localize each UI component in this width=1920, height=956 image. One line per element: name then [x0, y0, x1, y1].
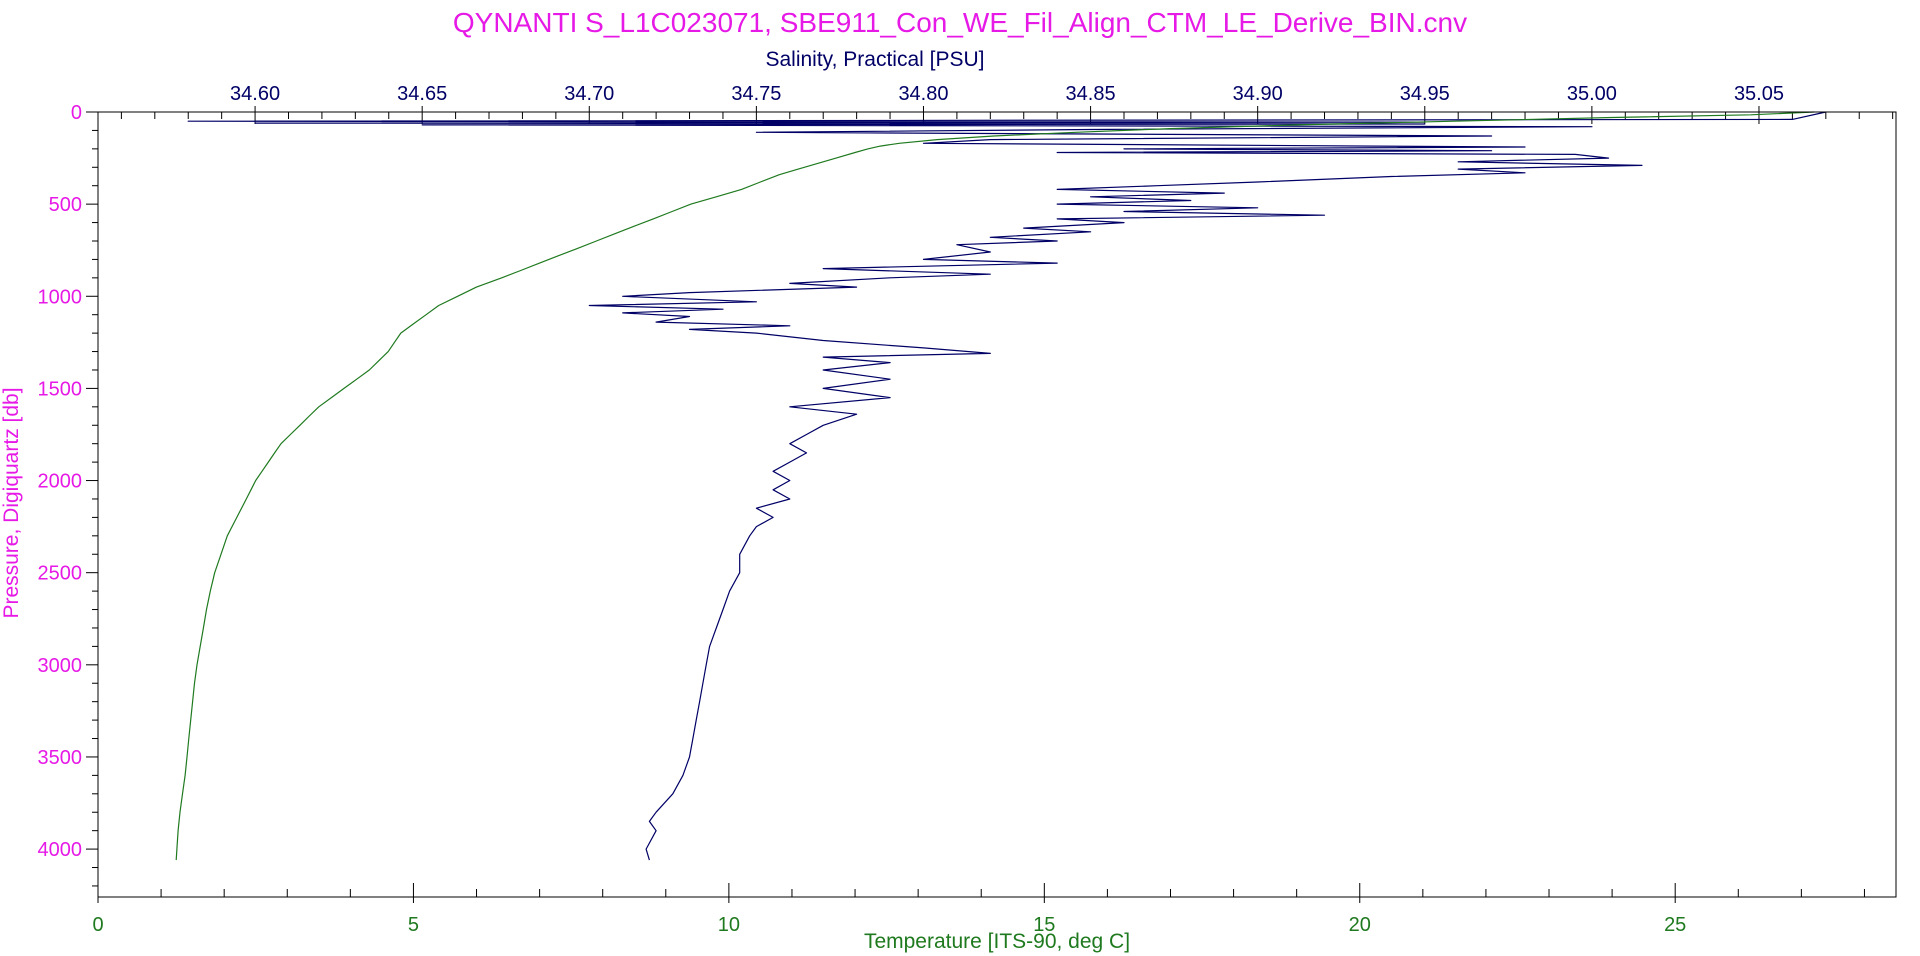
temperature-tick-label: 15: [1033, 914, 1055, 936]
pressure-tick-label: 3500: [38, 747, 83, 769]
axis-ticks: 0 500 1000 1500 2000 2500 3000 3500 4000 34.60 34.…: [38, 83, 1894, 936]
temperature-axis-title: Temperature [ITS-90, deg C]: [864, 930, 1130, 953]
pressure-tick-label: 1000: [38, 286, 83, 308]
salinity-profile-line: [187, 111, 1826, 861]
salinity-tick-label: 34.60: [230, 83, 280, 105]
temperature-tick-label: 0: [92, 914, 103, 936]
plot-frame: [97, 111, 1897, 898]
salinity-tick-label: 34.85: [1066, 83, 1116, 105]
salinity-tick-label: 34.75: [731, 83, 781, 105]
temperature-profile-line: [175, 111, 1815, 861]
pressure-tick-label: 1500: [38, 378, 83, 400]
chart-title: QYNANTI S_L1C023071, SBE911_Con_WE_Fil_A…: [453, 7, 1467, 38]
temperature-tick-label: 25: [1664, 914, 1686, 936]
salinity-tick-label: 34.95: [1400, 83, 1450, 105]
pressure-tick-label: 500: [49, 194, 82, 216]
salinity-tick-label: 35.00: [1567, 83, 1617, 105]
salinity-tick-label: 34.65: [397, 83, 447, 105]
temperature-tick-label: 5: [408, 914, 419, 936]
pressure-axis-title: Pressure, Digiquartz [db]: [0, 387, 23, 618]
salinity-tick-label: 35.05: [1734, 83, 1784, 105]
pressure-tick-label: 0: [71, 102, 82, 124]
temperature-tick-label: 10: [718, 914, 740, 936]
data-series: [175, 111, 1826, 861]
pressure-tick-label: 2000: [38, 471, 83, 493]
temperature-tick-label: 20: [1349, 914, 1371, 936]
salinity-axis-title: Salinity, Practical [PSU]: [765, 48, 984, 71]
pressure-tick-label: 3000: [38, 655, 83, 677]
pressure-tick-label: 2500: [38, 563, 83, 585]
salinity-tick-label: 34.80: [898, 83, 948, 105]
salinity-tick-label: 34.70: [564, 83, 614, 105]
salinity-tick-label: 34.90: [1233, 83, 1283, 105]
pressure-tick-label: 4000: [38, 839, 83, 861]
